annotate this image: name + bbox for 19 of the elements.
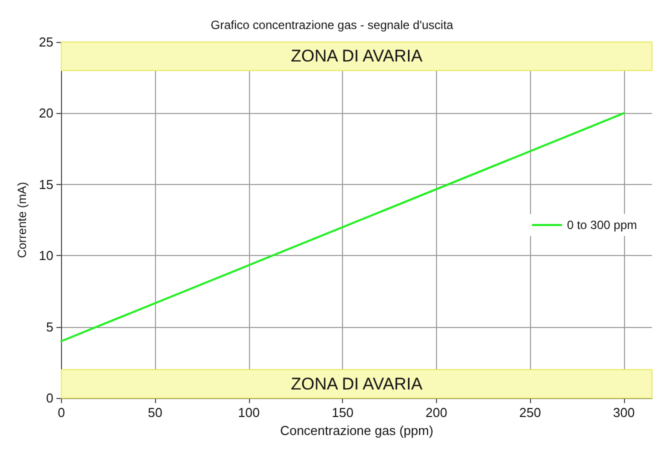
x-tick-label: 200 — [426, 405, 448, 420]
chart-title: Grafico concentrazione gas - segnale d'uscita — [210, 18, 454, 32]
y-tick-label: 5 — [46, 319, 54, 334]
x-tick-label: 250 — [519, 405, 541, 420]
y-tick-label: 10 — [38, 248, 54, 264]
x-tick-label: 300 — [613, 405, 635, 420]
x-tick-label: 0 — [58, 405, 65, 420]
x-axis-title: Concentrazione gas (ppm) — [280, 423, 434, 438]
x-tick-label: 150 — [332, 405, 354, 420]
band-label: ZONA DI AVARIA — [290, 46, 424, 66]
y-tick-label: 20 — [38, 106, 54, 121]
legend-label: 0 to 300 ppm — [566, 218, 638, 232]
x-tick-label: 100 — [238, 405, 260, 420]
x-tick-label: 50 — [148, 405, 162, 420]
band-label: ZONA DI AVARIA — [290, 374, 424, 394]
y-tick-label: 0 — [46, 390, 54, 406]
y-tick-label: 25 — [38, 34, 54, 50]
y-axis-title: Corrente (mA) — [15, 182, 29, 258]
y-tick-label: 15 — [38, 176, 54, 192]
